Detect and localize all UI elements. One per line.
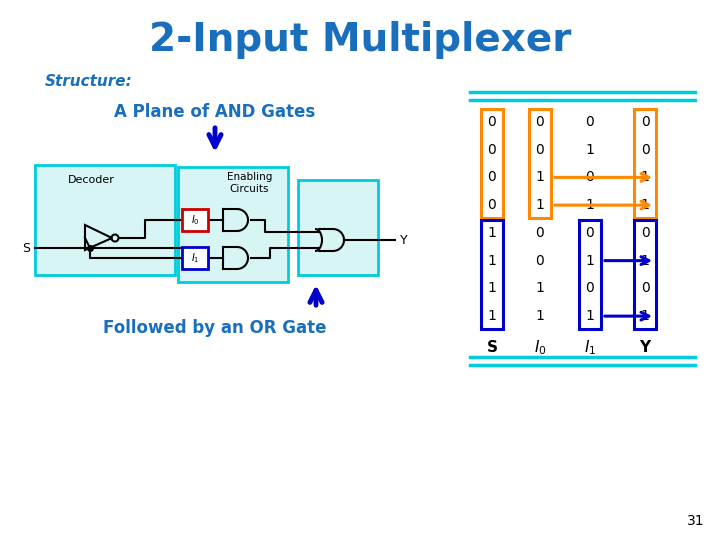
Text: 1: 1: [641, 254, 649, 268]
Text: 0: 0: [585, 115, 595, 129]
Text: 1: 1: [536, 198, 544, 212]
Bar: [634, 220, 656, 329]
Text: 1: 1: [641, 171, 649, 184]
Text: S: S: [487, 341, 498, 355]
Text: 1: 1: [536, 281, 544, 295]
Text: 0: 0: [536, 115, 544, 129]
Text: Structure:: Structure:: [45, 75, 132, 90]
Text: 0: 0: [641, 226, 649, 240]
Text: Decoder: Decoder: [68, 175, 114, 185]
Text: 0: 0: [641, 281, 649, 295]
Text: 1: 1: [487, 254, 496, 268]
Text: 0: 0: [487, 198, 496, 212]
Text: 0: 0: [536, 143, 544, 157]
Text: Circuits: Circuits: [230, 184, 269, 194]
Text: 0: 0: [487, 143, 496, 157]
Bar: [579, 220, 601, 329]
Text: $I_0$: $I_0$: [191, 213, 199, 227]
Text: $I_1$: $I_1$: [191, 251, 199, 265]
Bar: [298, 180, 378, 275]
Text: 1: 1: [585, 309, 595, 323]
Text: Y: Y: [639, 341, 651, 355]
Text: 31: 31: [688, 514, 705, 528]
Bar: [481, 220, 503, 329]
Text: A Plane of AND Gates: A Plane of AND Gates: [114, 103, 315, 121]
Text: Enabling: Enabling: [227, 172, 272, 182]
Text: 1: 1: [487, 309, 496, 323]
Text: 0: 0: [487, 115, 496, 129]
Text: 1: 1: [641, 198, 649, 212]
Bar: [634, 110, 656, 218]
Text: Y: Y: [400, 233, 408, 246]
Bar: [182, 209, 208, 231]
Bar: [178, 167, 288, 282]
Text: 0: 0: [585, 171, 595, 184]
Text: 0: 0: [641, 115, 649, 129]
Text: 1: 1: [487, 281, 496, 295]
Bar: [481, 110, 503, 218]
Bar: [35, 165, 175, 275]
Text: S: S: [22, 241, 30, 254]
Bar: [182, 247, 208, 269]
Text: 1: 1: [641, 309, 649, 323]
Text: 1: 1: [585, 254, 595, 268]
Text: 1: 1: [585, 198, 595, 212]
Text: 0: 0: [536, 254, 544, 268]
Text: 0: 0: [487, 171, 496, 184]
Text: 1: 1: [536, 171, 544, 184]
Text: 1: 1: [585, 143, 595, 157]
Text: Followed by an OR Gate: Followed by an OR Gate: [103, 319, 327, 337]
Text: $I_0$: $I_0$: [534, 339, 546, 357]
Text: 0: 0: [585, 226, 595, 240]
Text: 0: 0: [641, 143, 649, 157]
Text: $I_1$: $I_1$: [584, 339, 596, 357]
Text: 0: 0: [536, 226, 544, 240]
Text: 2-Input Multiplexer: 2-Input Multiplexer: [149, 21, 571, 59]
Text: 1: 1: [487, 226, 496, 240]
Text: 1: 1: [536, 309, 544, 323]
Text: 0: 0: [585, 281, 595, 295]
Bar: [529, 110, 551, 218]
